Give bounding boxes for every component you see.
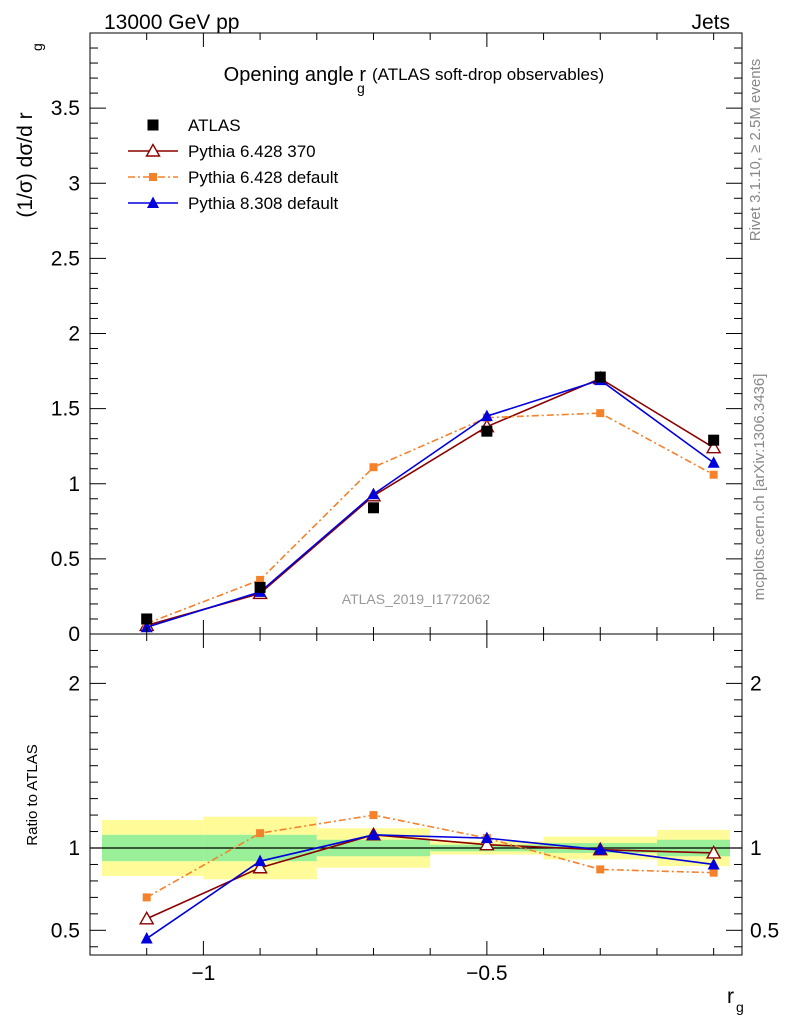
legend-label-data: ATLAS xyxy=(188,116,241,135)
plot-title: Opening angle r xyxy=(224,64,367,86)
mcplots-reference-label: mcplots.cern.ch [arXiv:1306.3436] xyxy=(751,374,768,601)
ratio-point-p6_370 xyxy=(138,910,155,925)
legend-label-p6_def: Pythia 6.428 default xyxy=(188,168,339,187)
ratio-point-p6_370 xyxy=(479,836,495,851)
y-tick-label-main: 3 xyxy=(68,172,80,195)
point-data xyxy=(594,371,606,383)
rivet-version-label: Rivet 3.1.10, ≥ 2.5M events xyxy=(747,59,764,242)
point-data xyxy=(367,502,379,514)
y-axis-label-main-subscript: g xyxy=(29,43,45,51)
y-tick-label-main: 1.5 xyxy=(51,398,80,421)
series-line-p6_def xyxy=(146,412,715,625)
series-line-p8_def xyxy=(146,379,715,629)
ratio-point-p6_def xyxy=(709,868,718,877)
ratio-point-p6_def xyxy=(256,829,265,838)
header-process: Jets xyxy=(691,11,730,34)
point-p6_def xyxy=(369,463,378,472)
y-tick-label-main: 1 xyxy=(68,473,80,496)
ratio-line-p8_def xyxy=(146,834,714,940)
plot-title-subscript: g xyxy=(357,80,365,96)
ratio-point-p8_def xyxy=(254,854,267,867)
y-tick-label-main: 2.5 xyxy=(51,247,80,270)
point-p6_def xyxy=(709,470,718,479)
y-tick-label-main: 0 xyxy=(68,623,80,646)
legend-label-p6_370: Pythia 6.428 370 xyxy=(188,142,316,161)
main-series xyxy=(138,370,722,633)
ratio-point-p8_def xyxy=(367,828,380,840)
point-p8_def xyxy=(480,409,493,422)
ratio-series xyxy=(138,811,722,944)
y-tick-label-ratio-right: 2 xyxy=(750,672,762,695)
analysis-watermark: ATLAS_2019_I1772062 xyxy=(342,591,491,607)
ratio-point-p8_def xyxy=(140,932,153,944)
x-axis-label-subscript: g xyxy=(736,999,744,1015)
point-data xyxy=(481,425,493,437)
point-data xyxy=(254,581,266,593)
ratio-point-p6_def xyxy=(596,865,605,874)
y-axis-label-ratio: Ratio to ATLAS xyxy=(24,744,41,845)
y-tick-label-ratio-left: 0.5 xyxy=(51,919,80,942)
ratio-point-p8_def xyxy=(594,843,607,855)
ratio-point-p6_370 xyxy=(705,845,722,859)
ratio-line-p6_370 xyxy=(146,834,714,920)
y-tick-label-main: 3.5 xyxy=(51,97,80,120)
point-data xyxy=(141,613,153,625)
ratio-point-p8_def xyxy=(480,831,493,844)
point-p8_def xyxy=(707,456,720,468)
x-tick-label: −1 xyxy=(191,962,215,985)
y-axis-label-main: (1/σ) dσ/d r xyxy=(14,112,37,217)
legend-marker-data xyxy=(147,119,159,131)
point-p6_370 xyxy=(705,439,722,454)
y-tick-label-ratio-right: 0.5 xyxy=(750,919,779,942)
legend-marker-p8_def xyxy=(147,196,159,208)
x-axis-label: r xyxy=(727,985,734,1008)
ratio-line-p6_def xyxy=(146,814,714,899)
y-tick-label-main: 2 xyxy=(68,323,80,346)
y-tick-label-ratio-left: 2 xyxy=(68,672,80,695)
ratio-point-p6_370 xyxy=(252,859,268,874)
ratio-point-p8_def xyxy=(707,857,720,870)
legend: ATLAS Pythia 6.428 370 Pythia 6.428 defaul… xyxy=(128,116,339,213)
x-tick-label: −0.5 xyxy=(466,962,507,985)
y-tick-label-ratio-left: 1 xyxy=(68,837,80,860)
y-tick-label-ratio-right: 1 xyxy=(750,837,762,860)
legend-label-p8_def: Pythia 8.308 default xyxy=(188,194,339,213)
axis-ticks xyxy=(89,33,742,955)
series-line-p6_370 xyxy=(146,377,715,627)
point-data xyxy=(708,434,720,446)
y-axis-label-main-group: (1/σ) dσ/d r g xyxy=(14,43,45,217)
header-energy: 13000 GeV pp xyxy=(104,11,239,34)
y-tick-label-main: 0.5 xyxy=(51,548,80,571)
ratio-point-p6_def xyxy=(369,811,378,820)
ratio-point-p6_def xyxy=(142,893,151,902)
point-p6_def xyxy=(256,575,265,584)
ratio-plot-frame xyxy=(89,633,743,956)
point-p6_def xyxy=(596,409,605,418)
legend-marker-p6_370 xyxy=(145,143,161,157)
legend-marker-p6_def xyxy=(149,173,157,181)
plot-subtitle: (ATLAS soft-drop observables) xyxy=(372,65,604,84)
point-p8_def xyxy=(140,620,153,633)
axis-tick-labels: −1 −0.5 0 0.5 1 1.5 2 2.5 3 3.5 0.5 0.5 1 1 2 2 xyxy=(51,97,779,985)
point-p8_def xyxy=(367,487,380,500)
